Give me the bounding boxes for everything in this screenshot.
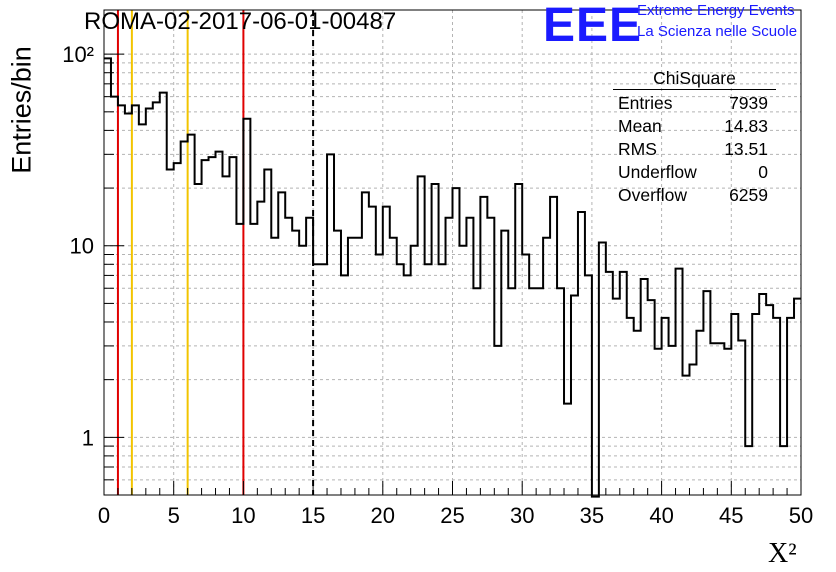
x-tick-label: 10	[231, 503, 255, 528]
x-tick-label: 25	[440, 503, 464, 528]
stats-box-title: ChiSquare	[613, 67, 776, 90]
logo-line-1: Extreme Energy Events	[637, 2, 795, 19]
stats-value: 7939	[729, 93, 768, 113]
x-tick-label: 0	[98, 503, 110, 528]
stats-box: ChiSquare Entries 7939 Mean 14.83 RMS 13…	[613, 67, 778, 207]
x-tick-label: 5	[168, 503, 180, 528]
histogram-series	[104, 57, 801, 498]
stats-row-rms: RMS 13.51	[613, 138, 778, 161]
stats-label: Entries	[618, 93, 673, 113]
y-tick-label: 10²	[62, 42, 94, 67]
x-tick-label: 35	[580, 503, 604, 528]
logo-line-2: La Scienza nelle Scuole	[637, 23, 798, 40]
stats-row-mean: Mean 14.83	[613, 115, 778, 138]
y-tick-label: 1	[82, 425, 94, 450]
x-axis-label: X²	[768, 538, 797, 569]
stats-label: RMS	[618, 139, 657, 159]
stats-label: Overflow	[618, 185, 688, 205]
x-tick-label: 40	[649, 503, 673, 528]
stats-label: Underflow	[618, 162, 697, 182]
stats-value: 14.83	[724, 116, 768, 136]
stats-row-underflow: Underflow 0	[613, 161, 778, 184]
y-tick-label: 10	[70, 234, 94, 259]
stats-row-entries: Entries 7939	[613, 92, 778, 115]
stats-row-overflow: Overflow 6259	[613, 184, 778, 207]
x-tick-label: 45	[719, 503, 743, 528]
y-axis-label: Entries/bin	[6, 46, 37, 174]
eee-logo: EEE	[543, 0, 643, 52]
x-tick-label: 15	[301, 503, 325, 528]
stats-value: 0	[758, 162, 768, 182]
stats-value: 13.51	[724, 139, 768, 159]
chart-title: ROMA-02-2017-06-01-00487	[84, 8, 397, 35]
x-tick-label: 50	[789, 503, 813, 528]
x-tick-label: 30	[510, 503, 534, 528]
stats-value: 6259	[729, 185, 768, 205]
x-tick-label: 20	[371, 503, 395, 528]
stats-label: Mean	[618, 116, 662, 136]
